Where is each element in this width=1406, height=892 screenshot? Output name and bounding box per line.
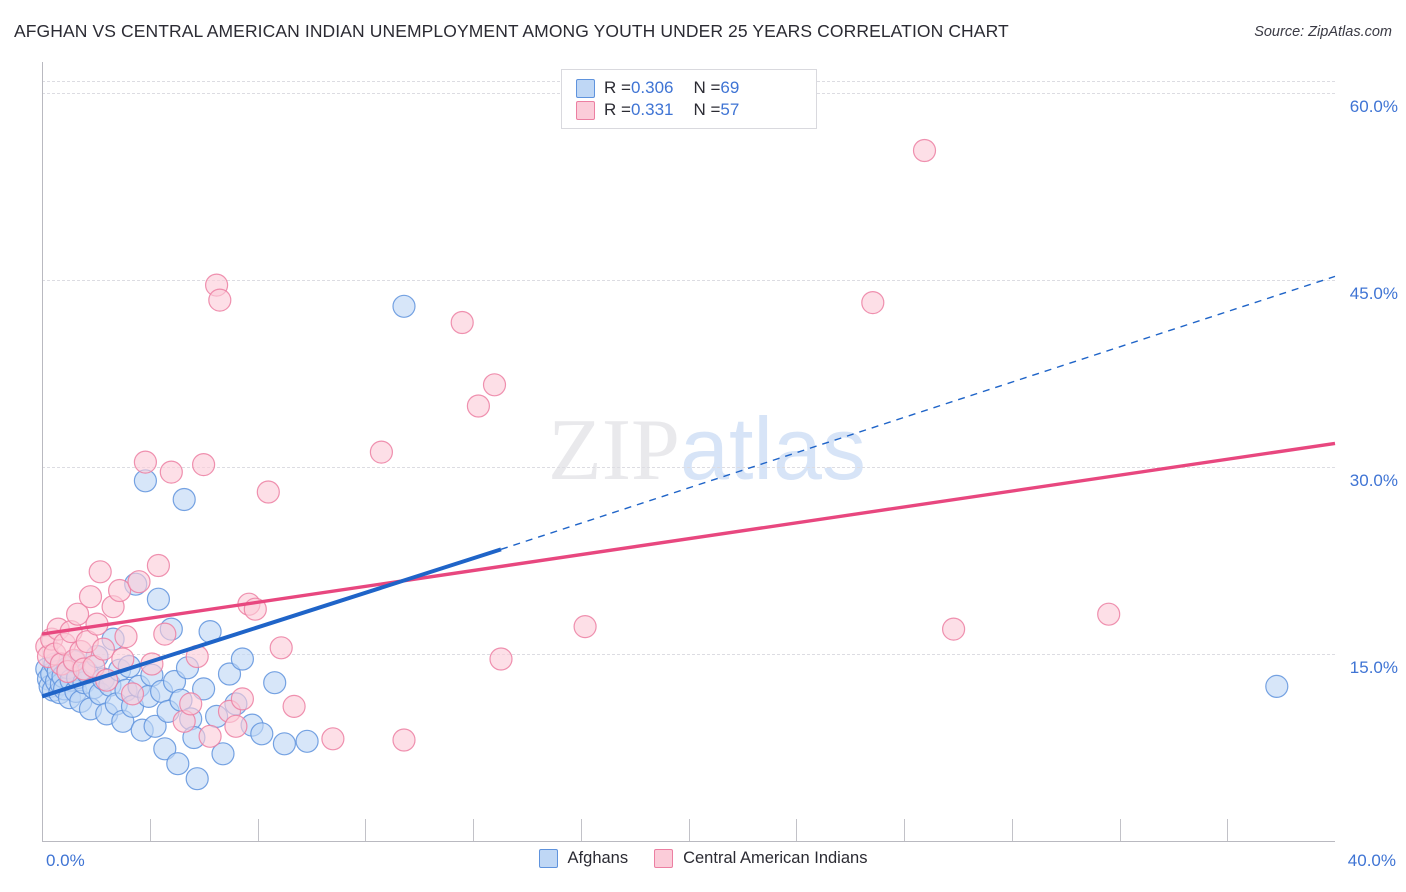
series-points-central-american-indians <box>35 138 1121 752</box>
data-point <box>133 450 157 474</box>
data-point <box>208 288 232 312</box>
data-point <box>912 138 937 163</box>
x-axis-tick <box>1119 819 1121 841</box>
trendline-afghans <box>41 547 502 699</box>
data-point <box>159 460 183 484</box>
data-point <box>321 727 345 751</box>
source-label: Source: ZipAtlas.com <box>1254 24 1392 40</box>
data-point <box>1265 674 1289 699</box>
stats-row-central-american-indians: R = 0.331 N = 57 <box>576 100 816 120</box>
data-point <box>217 662 242 686</box>
data-point <box>482 373 507 397</box>
data-point <box>466 394 490 418</box>
data-point <box>153 737 177 761</box>
trendline-afghans-extrapolated <box>500 275 1336 551</box>
data-point <box>450 310 474 335</box>
data-point <box>489 647 513 671</box>
data-point <box>179 692 203 716</box>
x-axis-tick <box>1227 819 1229 841</box>
afghans-r-label: R = <box>604 78 631 97</box>
page-title: AFGHAN VS CENTRAL AMERICAN INDIAN UNEMPL… <box>14 21 1009 41</box>
x-axis-tick <box>688 819 690 841</box>
data-point <box>861 291 885 315</box>
stats-row-afghans: R = 0.306 N = 69 <box>576 78 816 98</box>
data-point <box>78 585 103 609</box>
legend-item-central-american-indians[interactable]: Central American Indians <box>654 849 867 868</box>
data-point <box>392 294 416 318</box>
cai-r-label: R = <box>604 100 631 119</box>
cai-n-value: 57 <box>720 100 740 119</box>
data-point <box>143 714 167 738</box>
afghans-r-value: 0.306 <box>630 78 674 97</box>
x-axis-tick <box>904 819 905 841</box>
data-point <box>185 767 209 791</box>
data-point <box>107 578 132 603</box>
data-point <box>198 724 222 748</box>
data-point <box>114 624 138 649</box>
data-point <box>153 622 177 646</box>
y-axis-label: 45.0% <box>1349 284 1398 304</box>
data-point <box>256 480 280 504</box>
y-axis-line <box>42 62 43 842</box>
x-axis-line <box>42 841 1335 842</box>
afghans-n-label: N = <box>693 78 721 97</box>
data-point <box>192 453 216 477</box>
data-point <box>127 570 151 594</box>
data-point <box>392 728 416 752</box>
data-point <box>369 440 393 464</box>
central-american-indians-swatch-icon <box>576 100 595 120</box>
data-point <box>211 742 235 766</box>
legend-item-afghans[interactable]: Afghans <box>538 849 629 868</box>
x-axis-label-min: 0.0% <box>46 851 85 870</box>
data-point <box>91 637 116 661</box>
x-axis-tick <box>257 819 259 841</box>
gridline <box>42 467 1335 469</box>
data-point <box>272 732 296 756</box>
x-axis-tick <box>365 819 367 841</box>
x-axis-tick <box>580 819 582 841</box>
x-axis-label-max: 40.0% <box>1347 851 1396 870</box>
legend-swatch-icon <box>654 849 674 868</box>
legend-label: Afghans <box>567 849 629 867</box>
data-point <box>172 487 196 512</box>
gridline <box>42 280 1335 282</box>
trendline-central-american-indians <box>41 441 1336 636</box>
data-point <box>224 714 248 738</box>
data-point <box>65 602 90 626</box>
data-point <box>230 687 254 711</box>
data-point <box>192 677 216 701</box>
data-point <box>146 587 170 611</box>
chart-legend: Afghans Central American Indians <box>0 849 1406 868</box>
cai-n-label: N = <box>693 100 721 119</box>
data-point <box>282 694 306 719</box>
data-point <box>573 614 597 639</box>
data-point <box>120 682 145 706</box>
data-point <box>269 636 293 660</box>
data-point <box>146 553 170 578</box>
y-axis-label: 60.0% <box>1349 97 1398 117</box>
data-point <box>263 671 287 695</box>
y-axis-label: 15.0% <box>1349 658 1398 678</box>
correlation-stats-box: R = 0.306 N = 69 R = 0.331 N = 57 <box>561 69 817 129</box>
gridline <box>42 654 1335 656</box>
cai-r-value: 0.331 <box>630 100 674 119</box>
x-axis-tick <box>796 819 798 841</box>
data-point <box>1097 602 1121 626</box>
x-axis-tick <box>1011 819 1013 841</box>
legend-label: Central American Indians <box>683 849 868 867</box>
legend-swatch-icon <box>538 849 558 868</box>
data-point <box>166 752 190 776</box>
x-axis-tick <box>149 819 151 841</box>
data-point <box>295 729 319 753</box>
data-point <box>250 722 274 746</box>
afghans-n-value: 69 <box>720 78 740 97</box>
y-axis-label: 30.0% <box>1349 471 1398 491</box>
data-point <box>230 647 254 671</box>
data-point <box>941 617 966 641</box>
data-point <box>88 560 112 584</box>
x-axis-tick <box>473 819 474 841</box>
afghans-swatch-icon <box>576 78 595 98</box>
